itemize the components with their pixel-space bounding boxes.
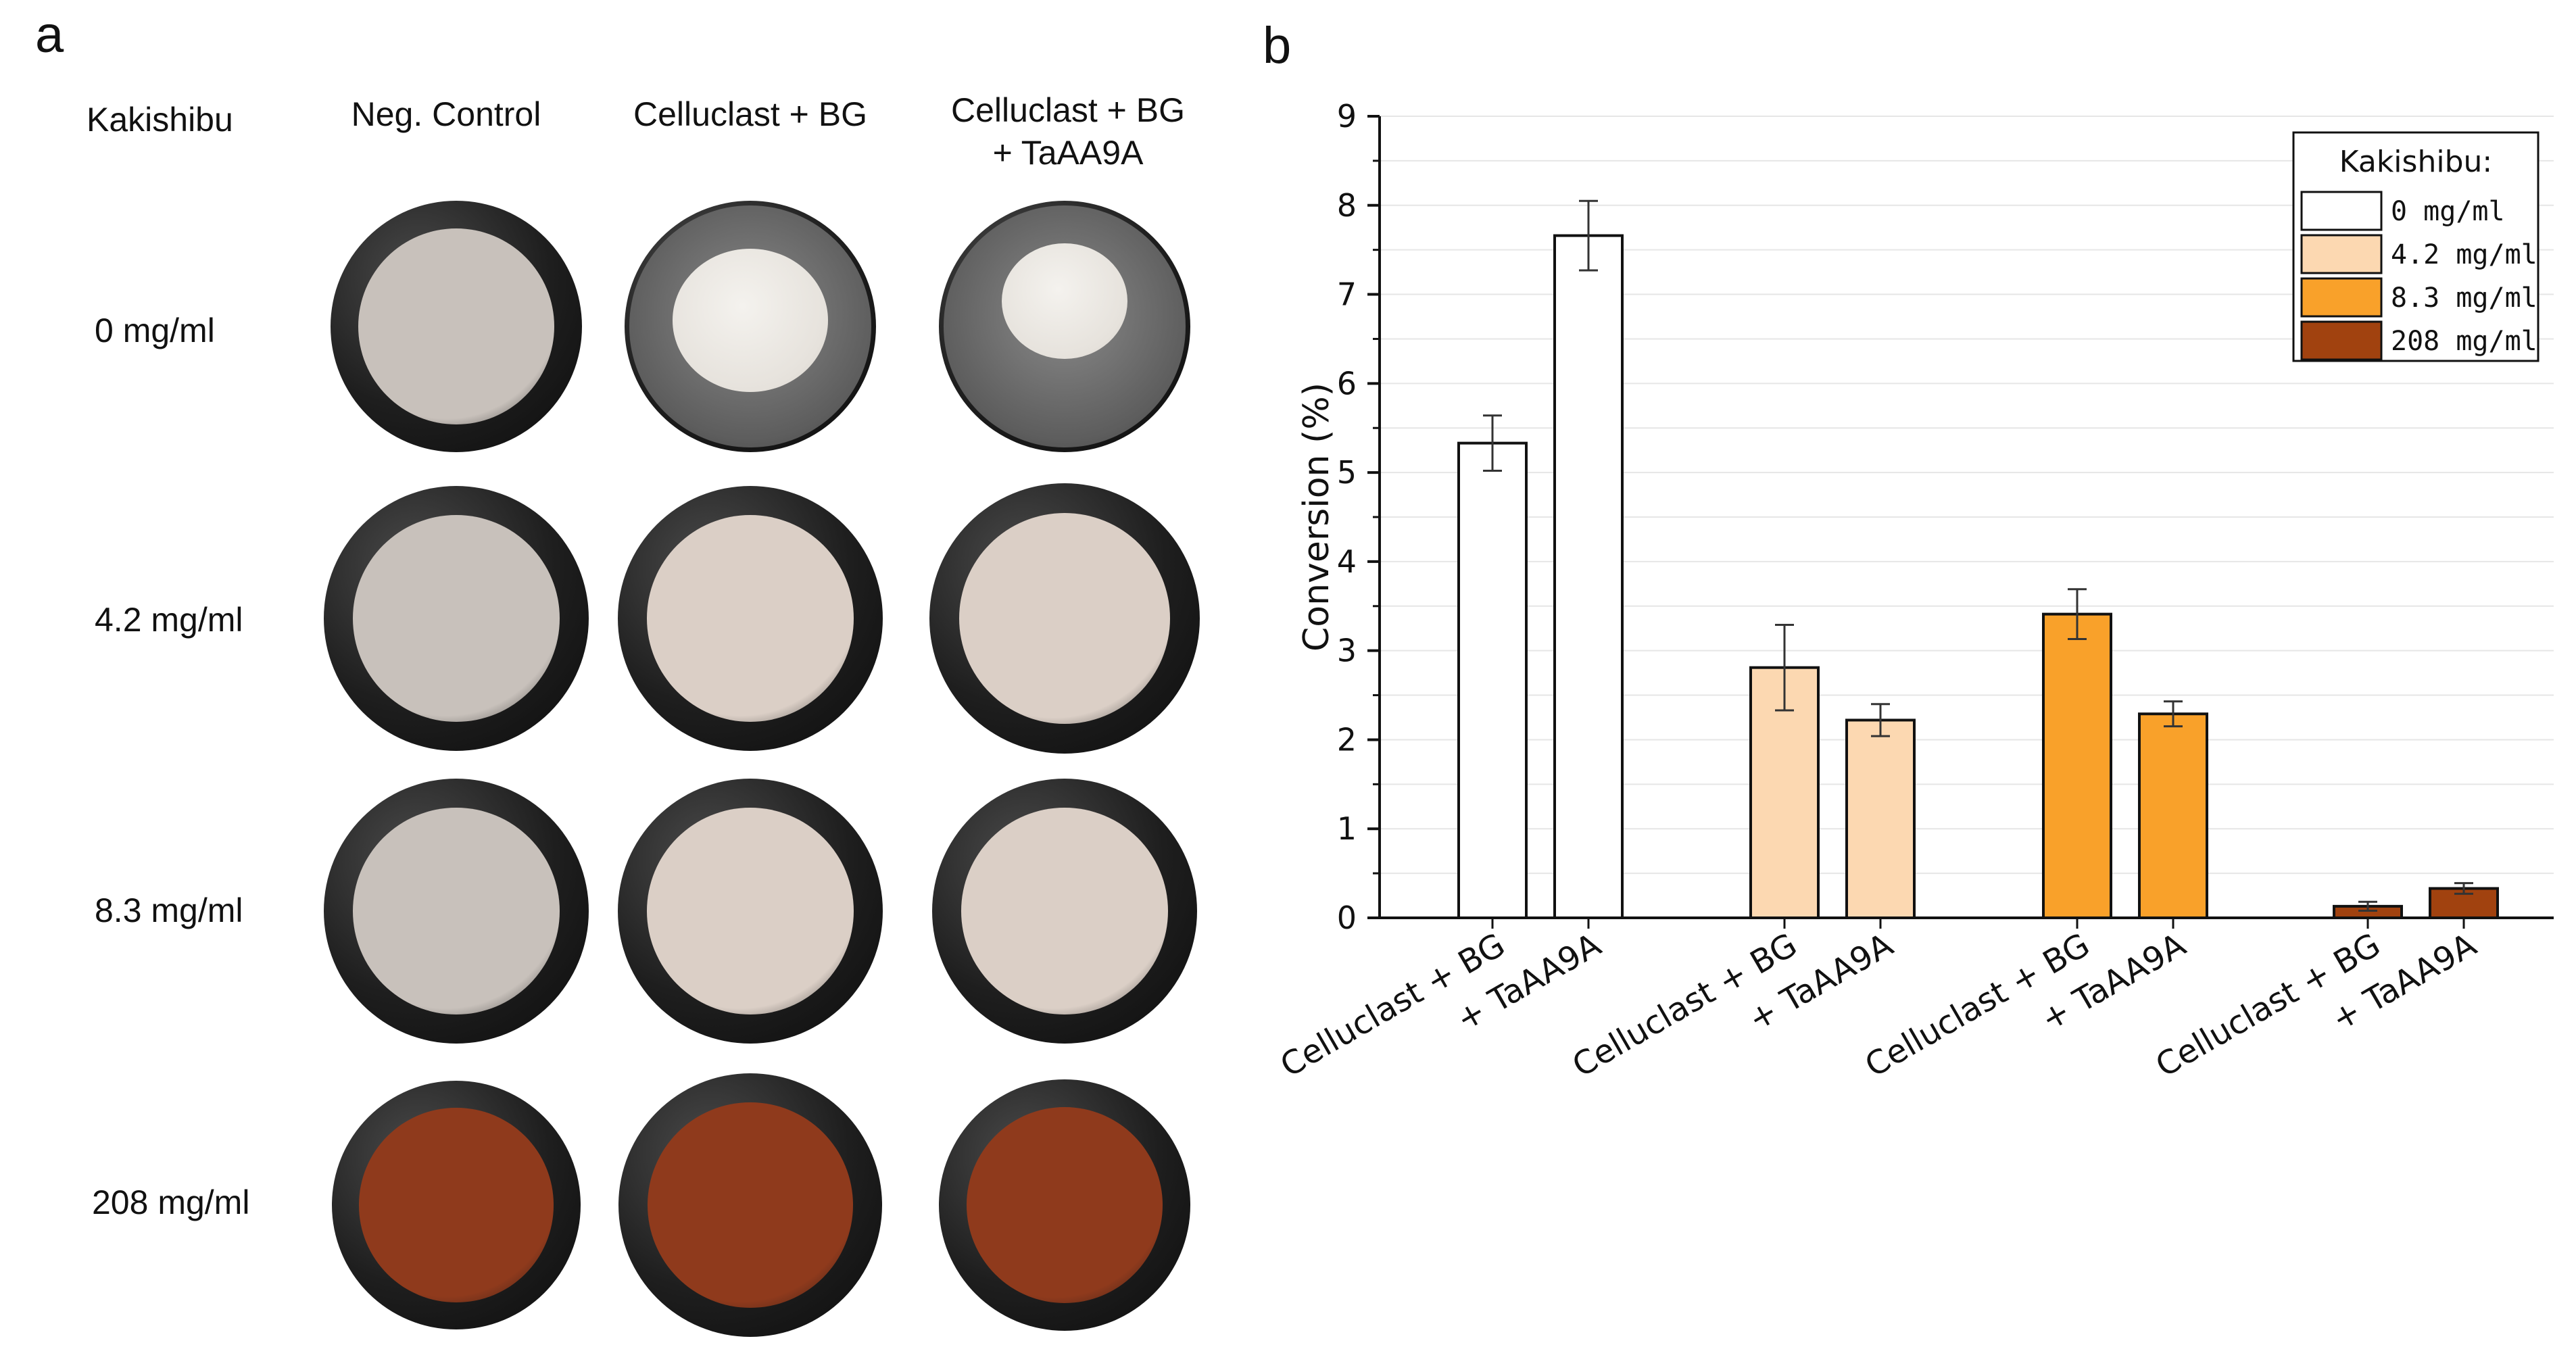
sample-well <box>618 486 883 751</box>
legend-swatch <box>2300 191 2383 231</box>
y-axis-title: Conversion (%) <box>1296 383 1337 652</box>
sample-disc <box>359 1108 554 1302</box>
sample-disc <box>647 1102 854 1309</box>
bar <box>2042 612 2112 919</box>
sample-well <box>929 483 1200 754</box>
legend-swatch <box>2300 277 2383 318</box>
white-pellet <box>672 248 829 392</box>
row-label-0: 0 mg/ml <box>95 312 215 349</box>
sample-well <box>618 1073 882 1337</box>
sample-disc <box>353 515 560 722</box>
legend-label: 8.3 mg/ml <box>2391 283 2537 314</box>
y-tick-label: 9 <box>1337 98 1357 134</box>
y-tick-label: 6 <box>1337 365 1357 401</box>
column-header-celluclast-bg: Celluclast + BG <box>633 95 867 133</box>
panel-b-letter: b <box>1263 17 1292 74</box>
y-tick-label: 7 <box>1337 276 1357 313</box>
legend-swatch <box>2300 234 2383 274</box>
sample-well <box>332 1081 581 1329</box>
white-pellet <box>1001 243 1127 360</box>
sample-well <box>939 201 1190 452</box>
sample-well <box>939 1079 1190 1331</box>
sample-disc <box>944 205 1186 447</box>
sample-disc <box>647 515 854 722</box>
sample-well <box>331 201 582 452</box>
sample-disc <box>353 808 560 1014</box>
sample-well <box>324 779 589 1044</box>
y-tick-label: 0 <box>1337 900 1357 936</box>
y-tick-label: 8 <box>1337 187 1357 224</box>
sample-disc <box>629 205 871 447</box>
sample-well <box>324 486 589 751</box>
legend-title: Kakishibu: <box>2339 145 2492 179</box>
legend-swatch <box>2300 320 2383 361</box>
legend-label: 4.2 mg/ml <box>2391 239 2537 270</box>
bar <box>1457 441 1528 919</box>
sample-well <box>932 779 1197 1044</box>
y-tick-label: 2 <box>1337 721 1357 758</box>
bar <box>2138 712 2208 919</box>
bar <box>1553 234 1624 919</box>
y-tick-label: 4 <box>1337 543 1357 580</box>
sample-well <box>625 201 876 452</box>
y-tick-label: 1 <box>1337 810 1357 847</box>
row-header-kakishibu: Kakishibu <box>87 101 233 139</box>
bar <box>1845 718 1916 920</box>
y-tick-label: 3 <box>1337 633 1357 669</box>
sample-disc <box>966 1106 1163 1304</box>
legend-label: 0 mg/ml <box>2391 196 2505 227</box>
sample-well <box>618 779 883 1044</box>
row-label-8-3: 8.3 mg/ml <box>95 891 243 929</box>
sample-disc <box>961 808 1168 1014</box>
column-header-neg-control: Neg. Control <box>351 95 541 133</box>
row-label-4-2: 4.2 mg/ml <box>95 601 243 639</box>
sample-disc <box>358 228 555 425</box>
column-header-celluclast-bg-taaa9a: Celluclast + BG + TaAA9A <box>951 91 1185 172</box>
sample-disc <box>959 513 1170 724</box>
panel-a-letter: a <box>35 6 64 64</box>
row-label-208: 208 mg/ml <box>92 1183 250 1221</box>
sample-disc <box>647 808 854 1014</box>
y-tick-label: 5 <box>1337 454 1357 491</box>
legend-label: 208 mg/ml <box>2391 326 2537 357</box>
